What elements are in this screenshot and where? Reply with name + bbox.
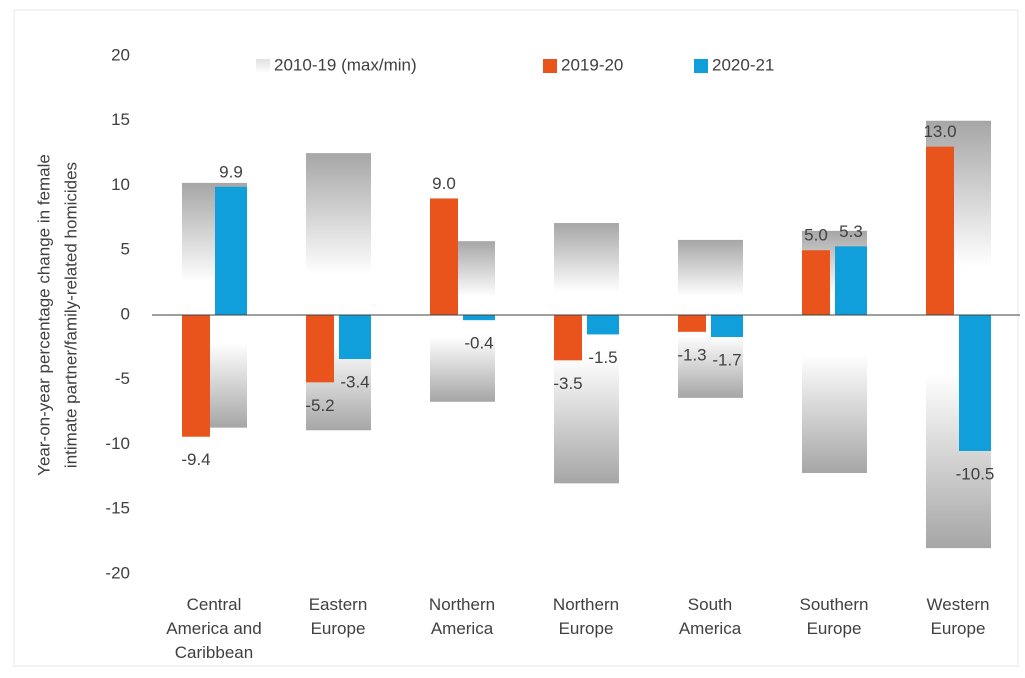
x-tick-line: America and: [166, 619, 261, 638]
data-label: 9.0: [432, 174, 456, 193]
legend-label: 2020-21: [712, 55, 774, 74]
y-axis-title: intimate partner/family-related homicide…: [61, 162, 80, 468]
range-max: [554, 223, 619, 315]
data-label: -5.2: [305, 396, 334, 415]
range-min: [802, 315, 867, 473]
x-tick-label: Western Europe: [927, 595, 990, 638]
data-label: -9.4: [181, 450, 210, 469]
x-tick-label: South America: [679, 595, 742, 638]
x-tick-label: Eastern Europe: [309, 595, 368, 638]
x-tick-line: Europe: [559, 619, 614, 638]
y-tick-label: 10: [111, 175, 130, 194]
data-label: -3.5: [553, 374, 582, 393]
y-tick-label: -10: [105, 434, 130, 453]
data-label: -10.5: [956, 464, 995, 483]
legend-swatch: [694, 59, 708, 73]
chart-frame: [13, 9, 1019, 667]
x-tick-line: Europe: [807, 619, 862, 638]
data-label: -0.4: [464, 334, 493, 353]
bar: [587, 315, 619, 335]
x-tick-line: Europe: [311, 619, 366, 638]
range-max: [306, 153, 371, 315]
x-tick-line: South: [688, 595, 732, 614]
legend-swatch: [543, 59, 557, 73]
x-tick-line: Caribbean: [175, 643, 253, 662]
bar: [215, 186, 247, 315]
y-tick-label: -15: [105, 499, 130, 518]
y-tick-label: -5: [115, 369, 130, 388]
bar: [959, 315, 991, 451]
x-tick-label: Northern Europe: [553, 595, 619, 638]
data-label: -1.3: [677, 345, 706, 364]
y-axis-title: Year-on-year percentage change in female: [34, 154, 53, 476]
data-label: -3.4: [340, 373, 369, 392]
bar: [678, 315, 706, 332]
data-label: 13.0: [923, 122, 956, 141]
bar: [339, 315, 371, 360]
data-label: -1.7: [712, 350, 741, 369]
bar: [711, 315, 743, 338]
data-label: 9.9: [219, 162, 243, 181]
bar: [802, 250, 830, 315]
x-tick-line: Western: [927, 595, 990, 614]
bar: [463, 315, 495, 321]
x-tick-label: Central America and Caribbean: [166, 595, 261, 662]
x-tick-line: America: [431, 619, 494, 638]
legend-label: 2010-19 (max/min): [274, 55, 417, 74]
x-tick-line: Eastern: [309, 595, 368, 614]
data-label: -1.5: [588, 348, 617, 367]
bar: [306, 315, 334, 383]
y-tick-label: 5: [121, 240, 130, 259]
y-tick-label: 20: [111, 45, 130, 64]
bar: [430, 198, 458, 315]
bar: [835, 246, 867, 315]
bar: [182, 315, 210, 437]
x-tick-label: Southern Europe: [800, 595, 869, 638]
range-min: [430, 315, 495, 402]
x-tick-line: Southern: [800, 595, 869, 614]
bar: [554, 315, 582, 361]
data-label: 5.0: [804, 226, 828, 245]
x-tick-line: Europe: [931, 619, 986, 638]
data-label: 5.3: [839, 222, 863, 241]
bar: [926, 146, 954, 315]
y-tick-label: 0: [121, 304, 130, 323]
y-tick-label: -20: [105, 563, 130, 582]
x-tick-line: Northern: [553, 595, 619, 614]
x-tick-line: Central: [187, 595, 242, 614]
y-tick-label: 15: [111, 110, 130, 129]
range-max: [678, 239, 743, 315]
legend-swatch: [256, 59, 270, 73]
x-tick-line: America: [679, 619, 742, 638]
x-tick-label: Northern America: [429, 595, 495, 638]
legend-label: 2019-20: [561, 55, 623, 74]
x-tick-line: Northern: [429, 595, 495, 614]
